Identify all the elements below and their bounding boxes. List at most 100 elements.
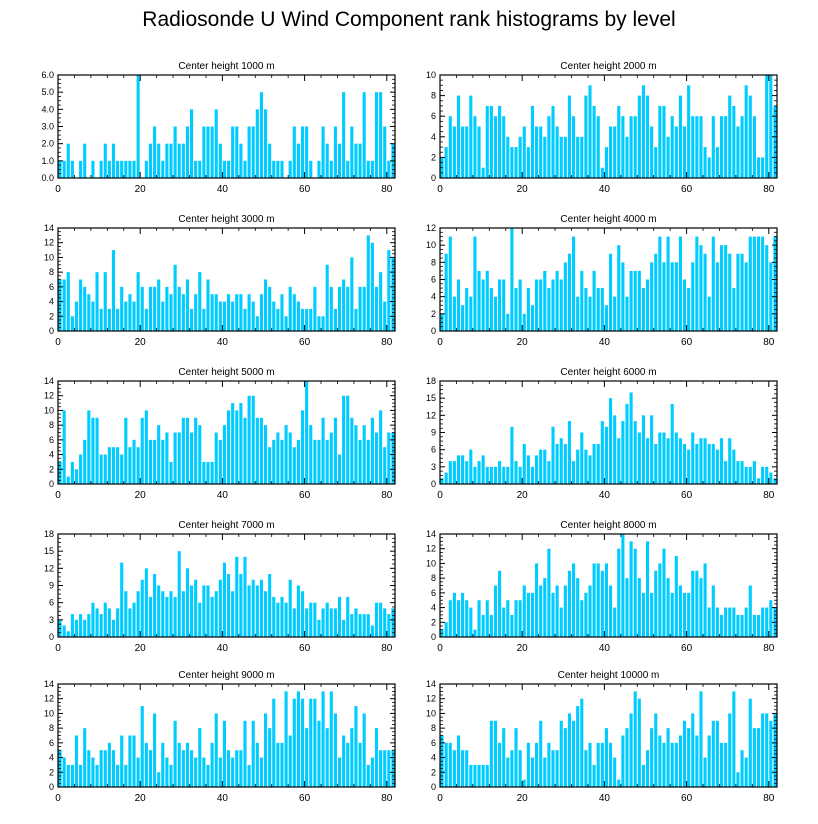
histogram-bar — [153, 574, 157, 637]
x-tick-label: 0 — [437, 490, 443, 501]
histogram-bar — [313, 439, 317, 484]
histogram-bar — [481, 279, 485, 331]
histogram-bar — [580, 698, 584, 787]
histogram-bar — [719, 438, 724, 484]
histogram-bar — [510, 426, 514, 484]
histogram-bar — [362, 713, 366, 787]
histogram-bar — [128, 294, 132, 331]
histogram-bar — [662, 262, 666, 331]
histogram-bar — [79, 614, 83, 637]
histogram-bar — [765, 75, 769, 178]
histogram-bar — [769, 600, 773, 637]
histogram-bar — [485, 764, 489, 787]
histogram-bar — [95, 272, 99, 331]
histogram-panel: Center height 1000 m 0.0 1.0 2.0 3.0 4.0 5.0 6.… — [41, 61, 396, 195]
histogram-bar — [715, 449, 719, 484]
histogram-bar — [769, 75, 773, 178]
y-tick-label: 4 — [49, 753, 54, 763]
histogram-bar — [567, 95, 572, 178]
x-tick-label: 0 — [437, 337, 443, 348]
histogram-bar — [756, 157, 761, 178]
histogram-bar — [329, 286, 333, 331]
histogram-bar — [691, 116, 695, 178]
histogram-bar — [190, 308, 194, 331]
histogram-bar — [572, 236, 576, 331]
histogram-bar — [761, 713, 765, 787]
histogram-bar — [678, 236, 682, 331]
histogram-bar — [165, 432, 169, 484]
histogram-bar — [506, 136, 510, 178]
histogram-bar — [259, 579, 263, 637]
histogram-bar — [756, 728, 761, 787]
histogram-bar — [107, 160, 111, 178]
histogram-bar — [592, 270, 596, 331]
histogram-bar — [765, 713, 769, 787]
histogram-bar — [181, 143, 185, 178]
histogram-bar — [280, 294, 284, 331]
histogram-bar — [518, 279, 522, 331]
x-tick-label: 0 — [55, 337, 61, 348]
histogram-bar — [243, 160, 247, 178]
histogram-bar — [387, 160, 391, 178]
histogram-bar — [613, 757, 617, 787]
histogram-bar — [79, 764, 83, 787]
histogram-bar — [276, 308, 280, 331]
histogram-bar — [74, 469, 79, 484]
x-tick-label: 80 — [381, 643, 393, 654]
y-tick-label: 15 — [44, 546, 54, 556]
histogram-bar — [280, 596, 284, 637]
histogram-bar — [206, 764, 210, 787]
histogram-bar — [148, 596, 153, 637]
histogram-bar — [99, 750, 103, 787]
histogram-bar — [563, 262, 567, 331]
histogram-bar — [609, 126, 613, 178]
histogram-bar — [674, 262, 678, 331]
histogram-bar — [157, 772, 161, 787]
histogram-bar — [633, 270, 637, 331]
histogram-bar — [169, 591, 173, 637]
histogram-bar — [231, 301, 235, 331]
histogram-bar — [350, 126, 354, 178]
histogram-bar — [202, 308, 206, 331]
histogram-bar — [654, 713, 658, 787]
histogram-bar — [444, 253, 448, 331]
histogram-bar — [740, 253, 744, 331]
histogram-bar — [169, 764, 173, 787]
histogram-bar — [103, 750, 107, 787]
histogram-bar — [469, 764, 473, 787]
histogram-bar — [321, 608, 325, 637]
histogram-bar — [70, 614, 74, 637]
histogram-bar — [687, 288, 691, 331]
y-tick-label: 6 — [49, 738, 54, 748]
histogram-bar — [120, 562, 124, 637]
histogram-bar — [719, 116, 724, 178]
y-tick-label: 5.0 — [41, 87, 54, 97]
histogram-bar — [333, 308, 337, 331]
histogram-bar — [321, 316, 325, 331]
histogram-bar — [473, 466, 477, 484]
histogram-bar — [707, 296, 711, 331]
histogram-bar — [645, 541, 650, 637]
histogram-bar — [140, 286, 144, 331]
histogram-bar — [691, 432, 695, 484]
x-tick-label: 80 — [381, 184, 393, 195]
histogram-bar — [502, 116, 506, 178]
y-tick-label: 4 — [431, 753, 436, 763]
histogram-bar — [218, 301, 222, 331]
histogram-bar — [111, 447, 116, 484]
x-tick-label: 0 — [55, 490, 61, 501]
histogram-bar — [62, 160, 66, 178]
histogram-bar — [111, 750, 116, 787]
histogram-bar — [752, 614, 756, 637]
histogram-bar — [592, 443, 596, 484]
histogram-bar — [111, 143, 116, 178]
histogram-bar — [682, 720, 687, 787]
histogram-bar — [185, 279, 190, 331]
histogram-bar — [654, 147, 658, 178]
histogram-bar — [210, 294, 214, 331]
x-tick-label: 20 — [135, 490, 147, 501]
histogram-bar — [732, 105, 736, 178]
histogram-bar — [206, 126, 210, 178]
histogram-bar — [654, 570, 658, 637]
histogram-bar — [596, 443, 600, 484]
